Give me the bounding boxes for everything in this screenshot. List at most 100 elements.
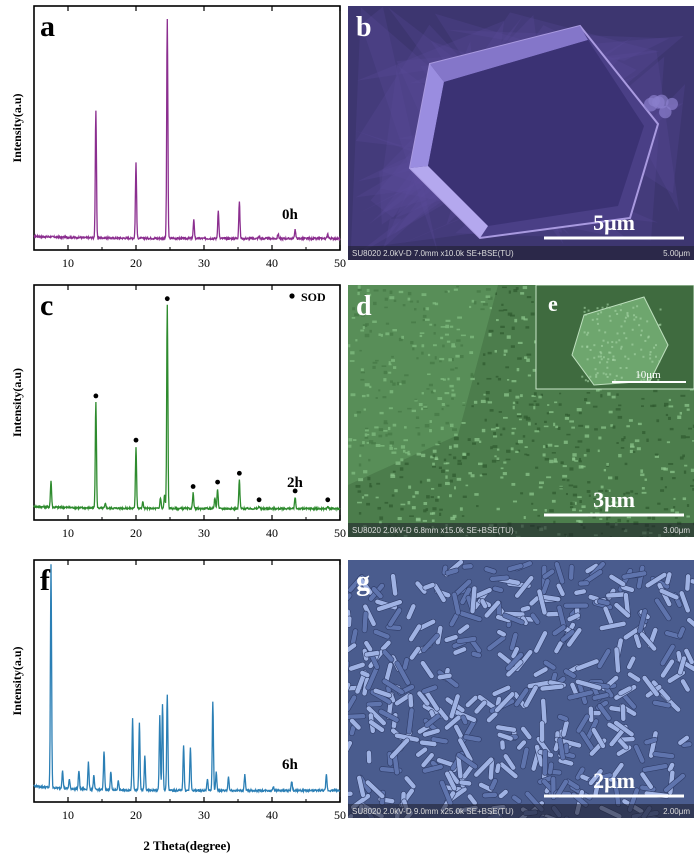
surface-texture	[416, 452, 422, 456]
surface-texture	[626, 516, 632, 519]
inset-texture	[586, 346, 589, 349]
surface-texture	[421, 351, 424, 355]
surface-texture	[360, 371, 365, 374]
surface-texture	[427, 373, 431, 376]
inset-texture	[606, 341, 609, 344]
surface-texture	[581, 505, 586, 509]
surface-texture	[432, 344, 437, 347]
surface-texture	[451, 389, 455, 392]
surface-texture	[431, 487, 435, 490]
nanorod	[511, 794, 522, 804]
surface-texture	[446, 290, 450, 293]
surface-texture	[640, 405, 644, 408]
surface-texture	[573, 485, 578, 488]
surface-texture	[366, 288, 370, 293]
sem-panel-g: SU8020 2.0kV-D 9.0mm x25.0k SE+BSE(TU) 2.…	[348, 560, 694, 818]
inset-texture	[600, 344, 603, 347]
sem-image-b: SU8020 2.0kV-D 7.0mm x10.0k SE+BSE(TU) 5.…	[348, 6, 694, 260]
nanorod	[451, 591, 461, 616]
surface-texture	[396, 381, 400, 386]
nanorod	[539, 720, 545, 743]
surface-texture	[402, 449, 406, 453]
inset-texture	[626, 313, 629, 316]
y-axis-label: Intensity(a.u)	[10, 93, 24, 162]
surface-texture	[452, 514, 457, 518]
xrd-series-line	[33, 18, 341, 242]
nanorod	[371, 586, 384, 600]
surface-texture	[481, 428, 486, 433]
panel-letter-c: c	[40, 289, 53, 322]
surface-texture	[482, 353, 486, 356]
surface-texture	[656, 419, 660, 423]
surface-texture	[397, 410, 402, 413]
surface-texture	[431, 519, 435, 522]
surface-texture	[364, 494, 369, 497]
sod-marker	[325, 497, 331, 503]
surface-texture	[543, 425, 549, 428]
inset-texture	[586, 333, 589, 336]
nanorod	[405, 603, 417, 621]
surface-texture	[607, 476, 613, 480]
surface-texture	[363, 408, 367, 411]
surface-texture	[634, 492, 638, 495]
surface-texture	[433, 389, 436, 393]
panel-letter-g: g	[356, 566, 370, 597]
surface-texture	[630, 443, 634, 447]
nanorod	[588, 705, 594, 723]
inset-texture	[659, 308, 662, 311]
nanorod	[659, 643, 676, 667]
surface-texture	[616, 393, 619, 396]
surface-texture	[511, 431, 515, 435]
inset-texture	[646, 320, 649, 323]
surface-texture	[535, 403, 540, 406]
surface-texture	[549, 411, 554, 414]
inset-texture	[658, 323, 661, 326]
inset-texture	[606, 375, 609, 378]
surface-texture	[450, 516, 456, 521]
inset-texture	[609, 351, 612, 354]
inset-texture	[581, 375, 584, 378]
surface-texture	[592, 515, 596, 519]
surface-texture	[586, 490, 591, 493]
sem-info-strip	[348, 804, 694, 818]
inset-texture	[618, 339, 621, 342]
surface-texture	[433, 332, 436, 335]
surface-texture	[522, 286, 528, 290]
inset-texture	[593, 356, 596, 359]
inset-texture	[601, 306, 604, 309]
surface-texture	[411, 409, 417, 413]
nanorod	[422, 582, 436, 591]
surface-texture	[429, 323, 433, 326]
surface-texture	[473, 400, 478, 404]
surface-texture	[388, 363, 392, 366]
inset-texture	[648, 379, 651, 382]
surface-texture	[646, 438, 649, 442]
surface-texture	[670, 470, 675, 474]
inset-texture	[602, 372, 605, 375]
inset-texture	[642, 378, 645, 381]
nanorod	[596, 703, 612, 722]
sem-info-text: SU8020 2.0kV-D 7.0mm x10.0k SE+BSE(TU)	[352, 249, 514, 258]
surface-texture	[607, 392, 611, 396]
nanorod	[542, 659, 557, 671]
surface-texture	[450, 357, 454, 362]
inset-texture	[596, 372, 599, 375]
surface-texture	[440, 378, 444, 380]
surface-texture	[376, 482, 381, 485]
surface-texture	[516, 414, 522, 418]
surface-texture	[526, 358, 530, 362]
inset-texture	[623, 320, 626, 323]
surface-texture	[445, 475, 448, 479]
surface-texture	[588, 494, 591, 497]
surface-texture	[401, 380, 406, 384]
surface-texture	[426, 495, 430, 499]
surface-texture	[421, 344, 425, 348]
inset-texture	[638, 374, 641, 377]
nanorod	[461, 563, 474, 570]
surface-texture	[626, 519, 630, 523]
surface-texture	[585, 425, 590, 429]
surface-texture	[470, 374, 474, 378]
surface-texture	[667, 416, 671, 420]
surface-texture	[605, 489, 609, 493]
surface-texture	[599, 508, 603, 512]
